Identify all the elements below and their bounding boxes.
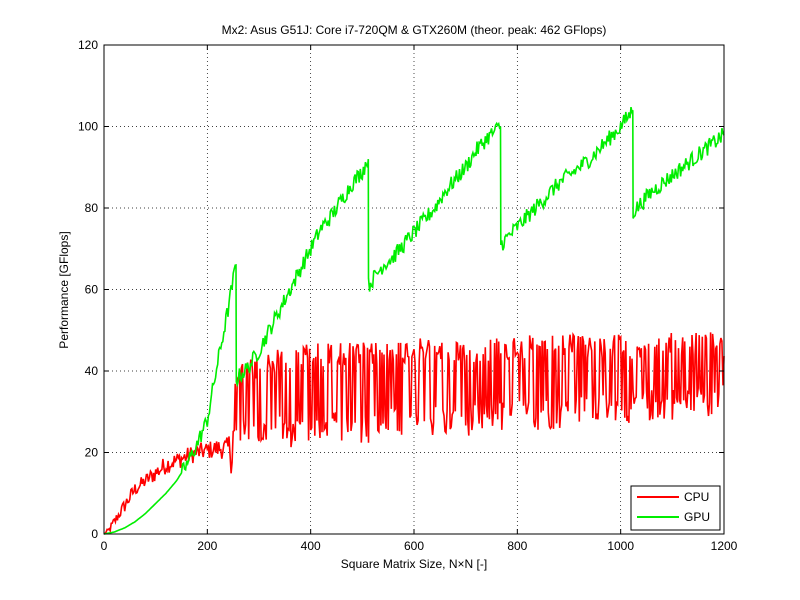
y-tick-label: 0 — [91, 527, 98, 541]
x-tick-label: 600 — [404, 539, 424, 553]
legend-label-cpu: CPU — [684, 490, 709, 504]
x-tick-label: 1200 — [711, 539, 738, 553]
series-layer — [103, 106, 725, 535]
y-tick-label: 80 — [85, 201, 99, 215]
y-tick-label: 60 — [85, 283, 99, 297]
y-axis-label: Performance [GFlops] — [57, 231, 71, 348]
y-tick-label: 100 — [78, 120, 98, 134]
legend-box — [630, 485, 721, 531]
series-line-cpu — [103, 331, 725, 535]
series-line-gpu — [103, 106, 725, 535]
y-tick-label: 20 — [85, 446, 99, 460]
ticks: 0 200 400 600 800 1000 1200 0 20 40 60 80 100 120 — [78, 38, 738, 553]
chart-title: Mx2: Asus G51J: Core i7-720QM & GTX260M … — [222, 23, 607, 37]
y-tick-label: 40 — [85, 364, 99, 378]
legend: CPU GPU — [630, 485, 721, 531]
legend-label-gpu: GPU — [684, 510, 710, 524]
x-axis-label: Square Matrix Size, N×N [-] — [341, 557, 487, 571]
x-tick-label: 400 — [301, 539, 321, 553]
x-tick-label: 800 — [507, 539, 527, 553]
y-tick-label: 120 — [78, 38, 98, 52]
x-tick-label: 1000 — [607, 539, 634, 553]
x-tick-label: 0 — [101, 539, 108, 553]
x-tick-label: 200 — [197, 539, 217, 553]
